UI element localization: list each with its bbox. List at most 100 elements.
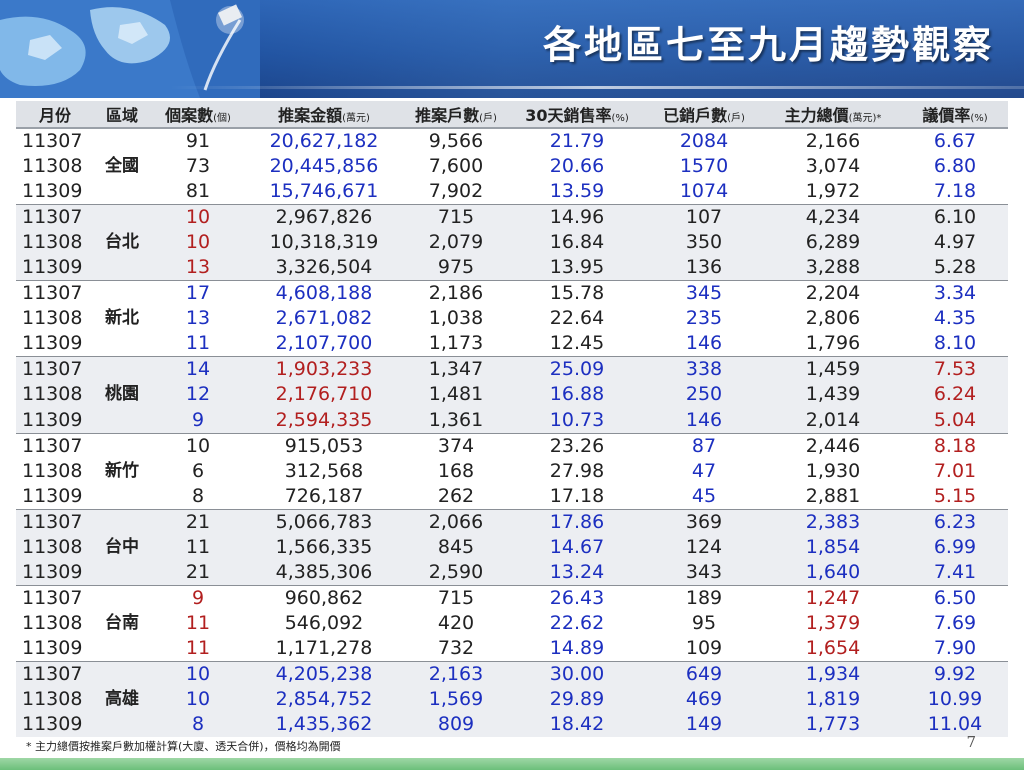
cell-units: 2,186 [402,280,510,307]
cell-bargain: 8.18 [902,432,1008,459]
cell-sales-rate: 17.18 [510,483,644,510]
cell-amount: 5,066,783 [246,508,402,535]
cell-amount: 2,671,082 [246,306,402,332]
cell-main-price: 2,014 [764,407,902,434]
cell-bargain: 5.04 [902,407,1008,434]
cell-region [94,127,150,155]
cell-sold: 45 [644,483,764,510]
cell-amount: 2,107,700 [246,331,402,357]
cell-sales-rate: 22.64 [510,306,644,332]
cell-sales-rate: 26.43 [510,584,644,611]
cell-month: 11308 [16,306,94,332]
cell-sold: 345 [644,280,764,307]
cell-region: 台中 [94,534,150,560]
cell-region: 台南 [94,610,150,636]
cell-sold: 350 [644,230,764,256]
cell-sold: 189 [644,584,764,611]
table-row: 11308 新北 13 2,671,082 1,038 22.64 235 2,806 4.35 [16,306,1008,332]
cell-sold: 47 [644,458,764,484]
table-row: 11308 全國 73 20,445,856 7,600 20.66 1570 3,074 6.… [16,154,1008,180]
cell-units: 2,079 [402,230,510,256]
cell-sold: 1570 [644,154,764,180]
cell-sold: 250 [644,382,764,408]
cell-region: 新北 [94,306,150,332]
cell-units: 1,173 [402,331,510,357]
cell-cases: 11 [150,610,246,636]
cell-sold: 369 [644,508,764,535]
cell-main-price: 1,819 [764,687,902,713]
cell-month: 11309 [16,483,94,510]
cell-amount: 4,608,188 [246,280,402,307]
cell-sales-rate: 22.62 [510,610,644,636]
cell-amount: 10,318,319 [246,230,402,256]
cell-main-price: 1,972 [764,179,902,205]
cell-units: 2,163 [402,660,510,688]
header-unit: (戶) [479,113,497,124]
cell-units: 1,038 [402,306,510,332]
cell-amount: 1,903,233 [246,356,402,383]
cell-main-price: 1,379 [764,610,902,636]
cell-cases: 13 [150,255,246,281]
cell-sales-rate: 13.95 [510,255,644,281]
header-label: 已銷戶數 [663,106,728,125]
cell-region [94,559,150,586]
header-cases: 個案數(個) [150,101,246,129]
cell-amount: 1,435,362 [246,712,402,738]
cell-cases: 13 [150,306,246,332]
header-unit: (萬元) [342,113,370,124]
header-sold: 已銷戶數(戶) [644,101,764,129]
cell-sales-rate: 14.89 [510,635,644,662]
cell-main-price: 2,383 [764,508,902,535]
header-unit: (戶) [727,113,745,124]
cell-bargain: 7.18 [902,179,1008,205]
table-row: 11309 13 3,326,504 975 13.95 136 3,288 5.28 [16,255,1008,281]
cell-amount: 2,854,752 [246,687,402,713]
cell-amount: 2,967,826 [246,204,402,231]
cell-cases: 91 [150,127,246,155]
cell-month: 11309 [16,635,94,662]
cell-cases: 12 [150,382,246,408]
header-main-price: 主力總價(萬元)* [764,101,902,129]
cell-sales-rate: 14.67 [510,534,644,560]
footnote: * 主力總價按推案戶數加權計算(大廈、透天合併)，價格均為開價 [26,740,341,753]
cell-month: 11307 [16,660,94,688]
cell-sold: 469 [644,687,764,713]
cell-main-price: 1,930 [764,458,902,484]
cell-units: 845 [402,534,510,560]
table-row: 11309 21 4,385,306 2,590 13.24 343 1,640 7.41 [16,559,1008,586]
cell-month: 11308 [16,154,94,180]
cell-sales-rate: 23.26 [510,432,644,459]
cell-sales-rate: 12.45 [510,331,644,357]
cell-sales-rate: 21.79 [510,127,644,155]
cell-bargain: 7.69 [902,610,1008,636]
bottom-accent-bar [0,758,1024,770]
cell-region [94,712,150,738]
cell-bargain: 4.97 [902,230,1008,256]
header-units: 推案戶數(戶) [402,101,510,129]
cell-cases: 10 [150,687,246,713]
cell-sold: 146 [644,407,764,434]
cell-bargain: 7.01 [902,458,1008,484]
table-row: 11309 11 2,107,700 1,173 12.45 146 1,796 8.10 [16,331,1008,357]
cell-month: 11309 [16,255,94,281]
cell-sold: 95 [644,610,764,636]
cell-units: 1,569 [402,687,510,713]
trend-table: 月份 區域 個案數(個) 推案金額(萬元) 推案戶數(戶) 30天銷售率(%) 已銷戶數(戶… [16,101,1008,738]
cell-amount: 915,053 [246,432,402,459]
table-body: 11307 91 20,627,182 9,566 21.79 2084 2,166 6.67… [16,127,1008,738]
cell-month: 11307 [16,356,94,383]
cell-sold: 649 [644,660,764,688]
table-row: 11307 10 4,205,238 2,163 30.00 649 1,934 9.92 [16,660,1008,688]
cell-region [94,280,150,307]
table-row: 11308 台北 10 10,318,319 2,079 16.84 350 6,289 4.9… [16,230,1008,256]
cell-units: 7,902 [402,179,510,205]
cell-units: 715 [402,584,510,611]
cell-cases: 11 [150,331,246,357]
cell-bargain: 7.41 [902,559,1008,586]
cell-amount: 20,445,856 [246,154,402,180]
cell-sold: 2084 [644,127,764,155]
cell-bargain: 6.10 [902,204,1008,231]
cell-sales-rate: 25.09 [510,356,644,383]
cell-main-price: 1,439 [764,382,902,408]
cell-sold: 87 [644,432,764,459]
